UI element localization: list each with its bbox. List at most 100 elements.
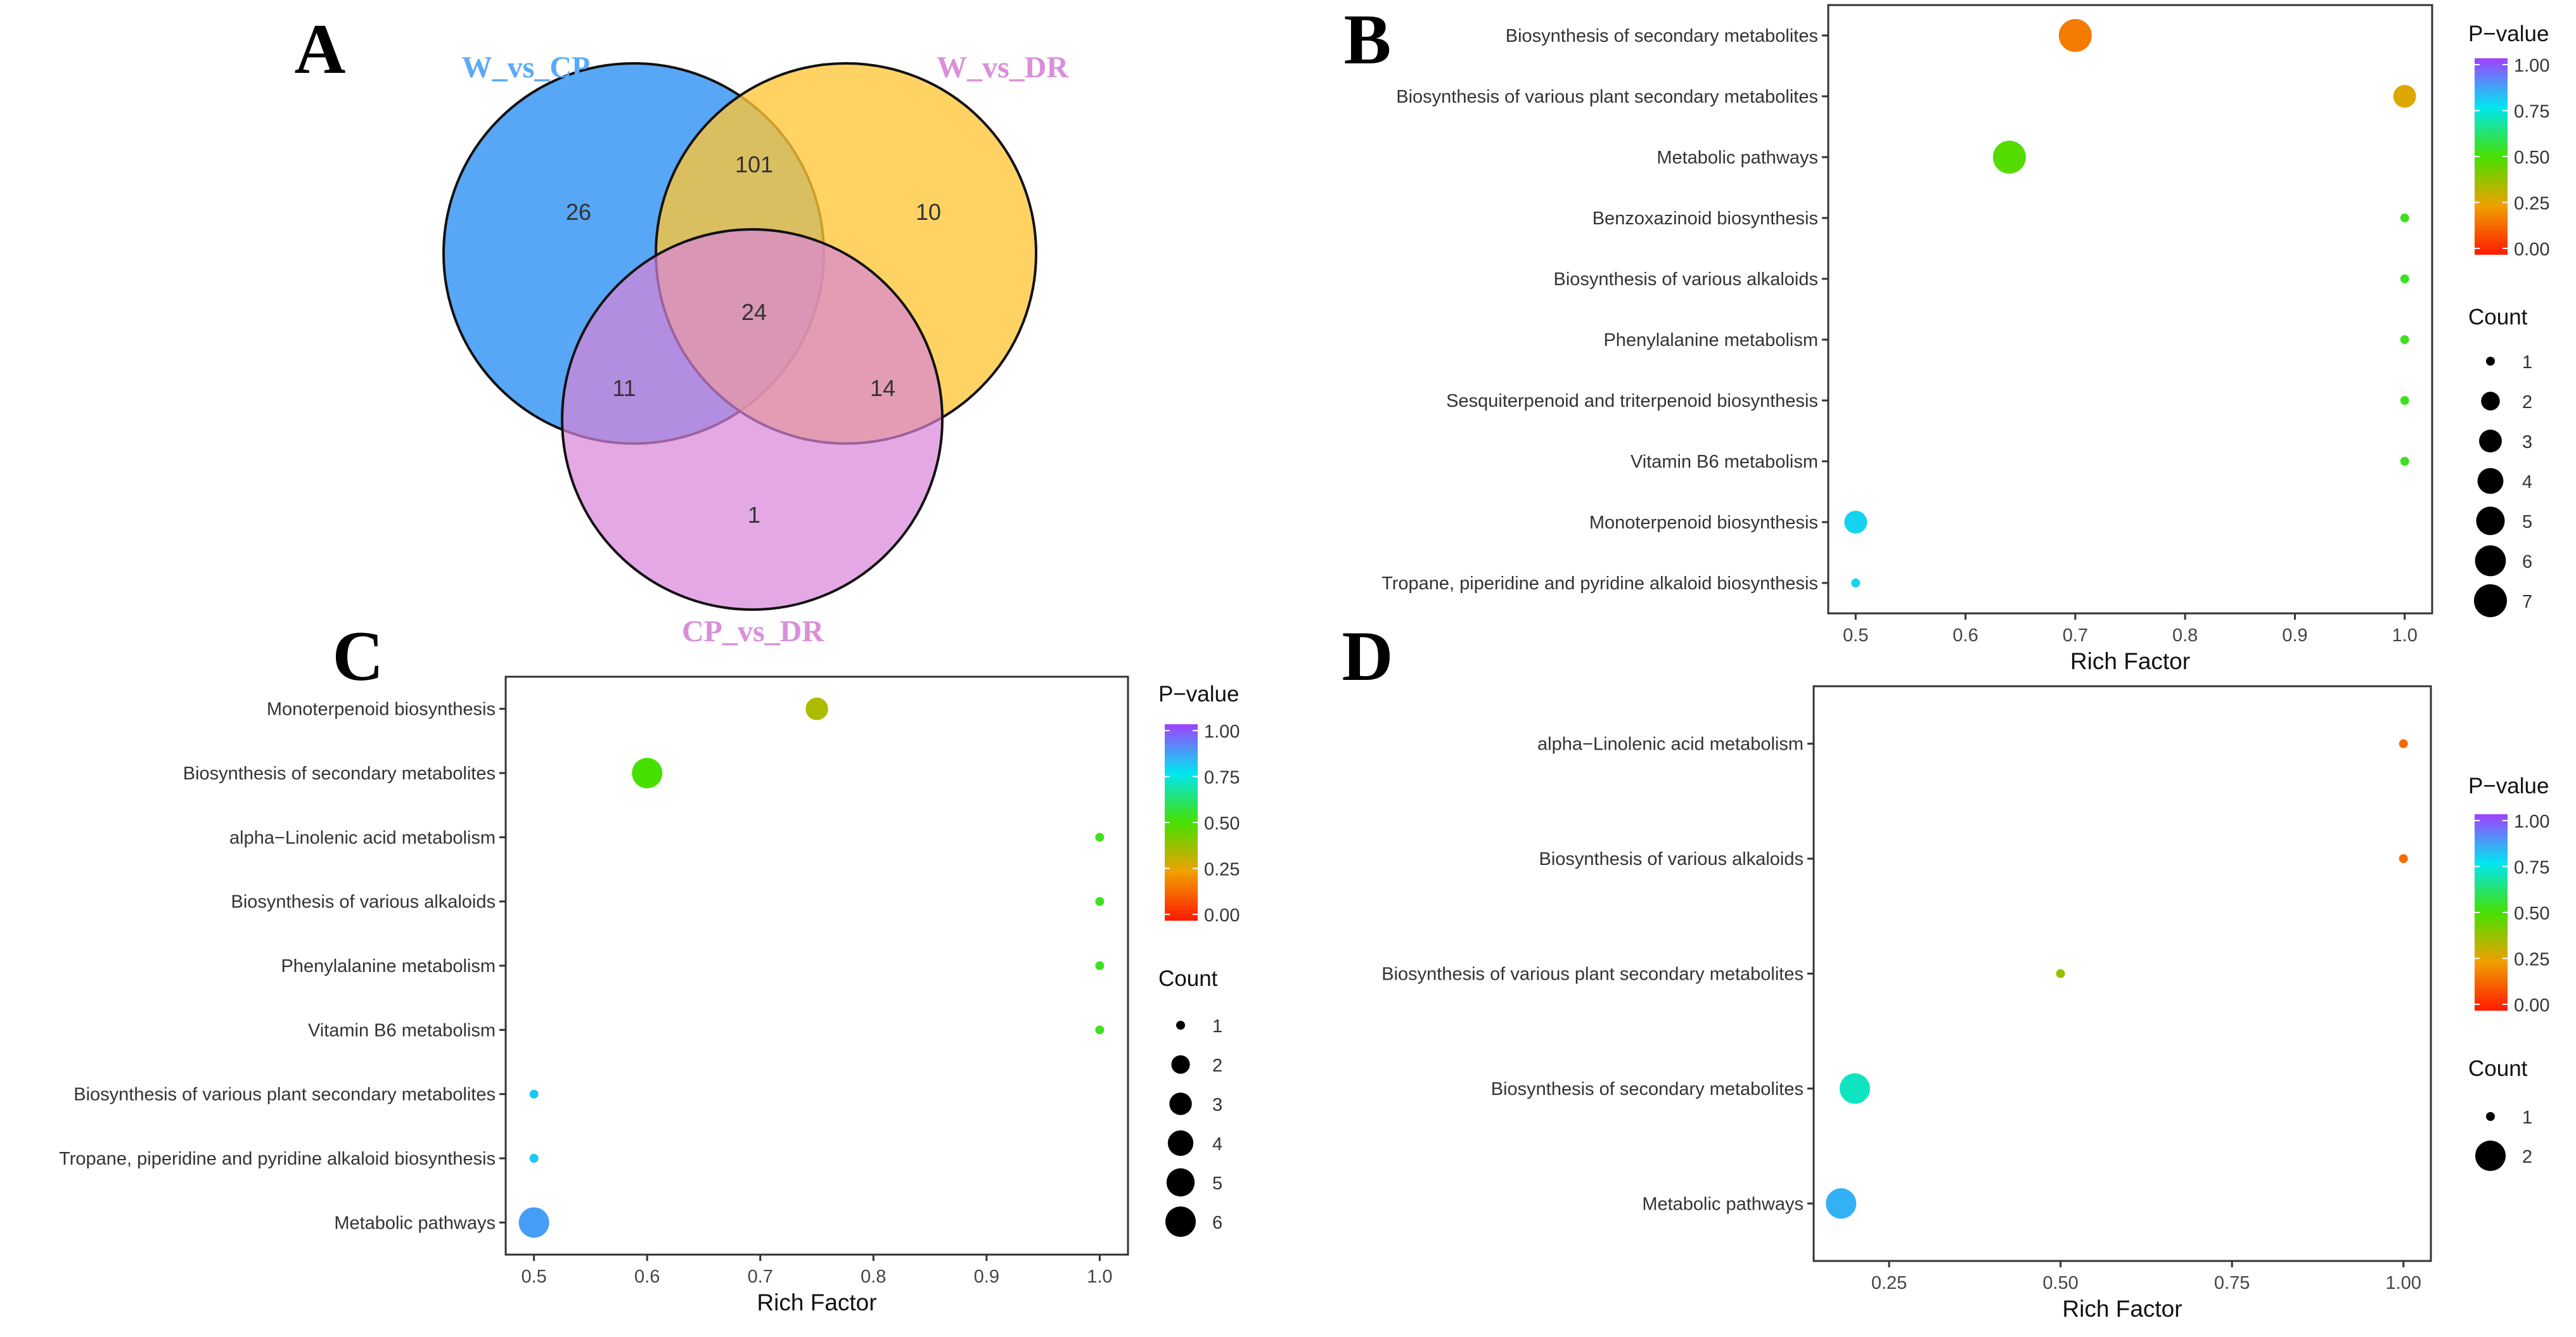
y-tick-label: alpha−Linolenic acid metabolism — [229, 828, 496, 848]
color-legend-tick-label: 0.75 — [1204, 768, 1240, 788]
data-point — [1095, 961, 1105, 970]
color-legend-tick-label: 0.00 — [2514, 995, 2549, 1016]
venn-set-label-w-vs-cp: W_vs_CP — [462, 51, 591, 84]
x-tick-label: 0.6 — [634, 1267, 660, 1287]
data-point — [1992, 141, 2026, 174]
bubble-chart-c: Monoterpenoid biosynthesis Biosynthesis o… — [59, 675, 1240, 1315]
x-axis-label: Rich Factor — [2070, 648, 2190, 674]
data-point — [1095, 897, 1105, 906]
y-tick-label: Sesquiterpenoid and triterpenoid biosynt… — [1446, 391, 1818, 411]
panel-letter-c: C — [333, 617, 384, 696]
y-tick-label: Biosynthesis of various alkaloids — [1539, 849, 1804, 869]
color-legend-tick-label: 0.00 — [2514, 240, 2549, 260]
data-point — [2056, 969, 2065, 978]
data-point — [632, 758, 663, 788]
size-legend-label: 2 — [2522, 392, 2532, 413]
y-tick-label: Biosynthesis of various plant secondary … — [1396, 87, 1818, 107]
size-legend-label: 1 — [1212, 1016, 1222, 1037]
size-legend-dot — [1171, 1055, 1190, 1074]
x-tick-label: 0.7 — [2063, 625, 2088, 646]
y-tick-label: Biosynthesis of various alkaloids — [1554, 269, 1818, 290]
size-legend-label: 5 — [1212, 1174, 1222, 1194]
x-tick-label: 1.0 — [1087, 1267, 1112, 1287]
size-legend-dot — [2481, 392, 2500, 411]
panel-letter-b: B — [1344, 1, 1392, 79]
x-tick-label: 0.9 — [2282, 625, 2307, 646]
size-legend-dot — [2475, 545, 2506, 577]
size-legend-title: Count — [1158, 966, 1218, 991]
size-legend-dot — [2486, 357, 2495, 366]
venn-count-only-cp-vs-dr: 1 — [748, 502, 760, 528]
data-point — [1095, 1025, 1105, 1035]
panel-letter-d: D — [1342, 617, 1394, 696]
size-legend-label: 1 — [2522, 352, 2532, 373]
color-legend-title: P−value — [1158, 682, 1239, 707]
y-tick-label: Biosynthesis of secondary metabolites — [183, 764, 496, 784]
size-legend-dot — [2475, 1141, 2506, 1171]
data-point — [2393, 85, 2416, 108]
data-point — [2400, 457, 2409, 466]
data-point — [2399, 854, 2408, 864]
color-legend-tick-label: 0.75 — [2514, 102, 2549, 122]
venn-panel-a: A W_vs_CP W_vs_DR CP_vs_DR 26 101 10 24 … — [295, 10, 1070, 648]
size-legend-label: 2 — [1212, 1056, 1222, 1076]
y-tick-label: Biosynthesis of secondary metabolites — [1506, 26, 1818, 46]
size-legend-label: 6 — [1212, 1213, 1222, 1233]
data-point — [1826, 1188, 1857, 1219]
x-tick-label: 1.00 — [2385, 1273, 2421, 1293]
size-legend-dot — [2479, 430, 2502, 452]
plot-frame — [1812, 685, 2432, 1262]
y-tick-label: Biosynthesis of various plant secondary … — [1381, 964, 1804, 985]
color-legend-bar — [1165, 724, 1198, 921]
color-legend-tick-label: 0.25 — [1204, 860, 1240, 880]
x-tick-label: 0.5 — [521, 1267, 546, 1287]
y-tick-label: Tropane, piperidine and pyridine alkaloi… — [59, 1149, 496, 1169]
x-tick-label: 0.5 — [1843, 625, 1868, 646]
x-tick-label: 0.25 — [1871, 1273, 1907, 1293]
data-point — [2400, 274, 2409, 283]
data-point — [2058, 19, 2092, 52]
color-legend-tick-label: 1.00 — [2514, 812, 2549, 832]
size-legend-label: 5 — [2522, 512, 2532, 532]
color-legend-tick-label: 0.50 — [2514, 904, 2549, 924]
size-legend-label: 6 — [2522, 552, 2532, 572]
y-tick-label: Monoterpenoid biosynthesis — [1589, 513, 1818, 533]
data-point — [2400, 214, 2409, 222]
color-legend-tick-label: 0.25 — [2514, 950, 2549, 970]
size-legend-dot — [2486, 1112, 2495, 1121]
y-tick-label: Tropane, piperidine and pyridine alkaloi… — [1381, 573, 1818, 594]
plot-frame — [1827, 4, 2433, 615]
y-tick-label: Biosynthesis of various plant secondary … — [74, 1085, 496, 1105]
size-legend-dot — [2477, 468, 2504, 494]
size-legend-title: Count — [2468, 1056, 2528, 1081]
y-tick-label: Biosynthesis of various alkaloids — [231, 892, 496, 912]
venn-set-label-cp-vs-dr: CP_vs_DR — [682, 615, 824, 648]
size-legend-dot — [1169, 1092, 1192, 1115]
data-point — [1851, 579, 1861, 587]
size-legend-dot — [2476, 506, 2505, 535]
data-point — [529, 1154, 539, 1163]
color-legend-title: P−value — [2468, 774, 2549, 798]
size-legend-dot — [1165, 1206, 1196, 1237]
x-tick-label: 0.8 — [861, 1267, 886, 1287]
color-legend-bar — [2475, 814, 2508, 1011]
color-legend-tick-label: 0.50 — [2514, 148, 2549, 168]
panel-letter-a: A — [295, 10, 346, 89]
size-legend-label: 1 — [2522, 1108, 2532, 1128]
color-legend-tick-label: 0.75 — [2514, 858, 2549, 878]
data-point — [2399, 739, 2408, 748]
x-tick-label: 0.50 — [2042, 1273, 2078, 1293]
x-tick-label: 0.7 — [748, 1267, 773, 1287]
venn-count-only-w-vs-dr: 10 — [916, 199, 941, 225]
size-legend-label: 4 — [2522, 472, 2532, 492]
size-legend-label: 7 — [2522, 592, 2532, 612]
venn-count-w-vs-cp-and-w-vs-dr: 101 — [735, 151, 773, 177]
venn-count-only-w-vs-cp: 26 — [566, 199, 591, 225]
data-point — [2400, 396, 2409, 405]
y-tick-label: Vitamin B6 metabolism — [1631, 452, 1818, 472]
plot-frame — [504, 675, 1129, 1256]
bubble-chart-b: Biosynthesis of secondary metabolites Bio… — [1381, 4, 2549, 674]
color-legend-title: P−value — [2468, 22, 2549, 46]
bubble-chart-d: alpha−Linolenic acid metabolism Biosynthe… — [1381, 685, 2549, 1322]
